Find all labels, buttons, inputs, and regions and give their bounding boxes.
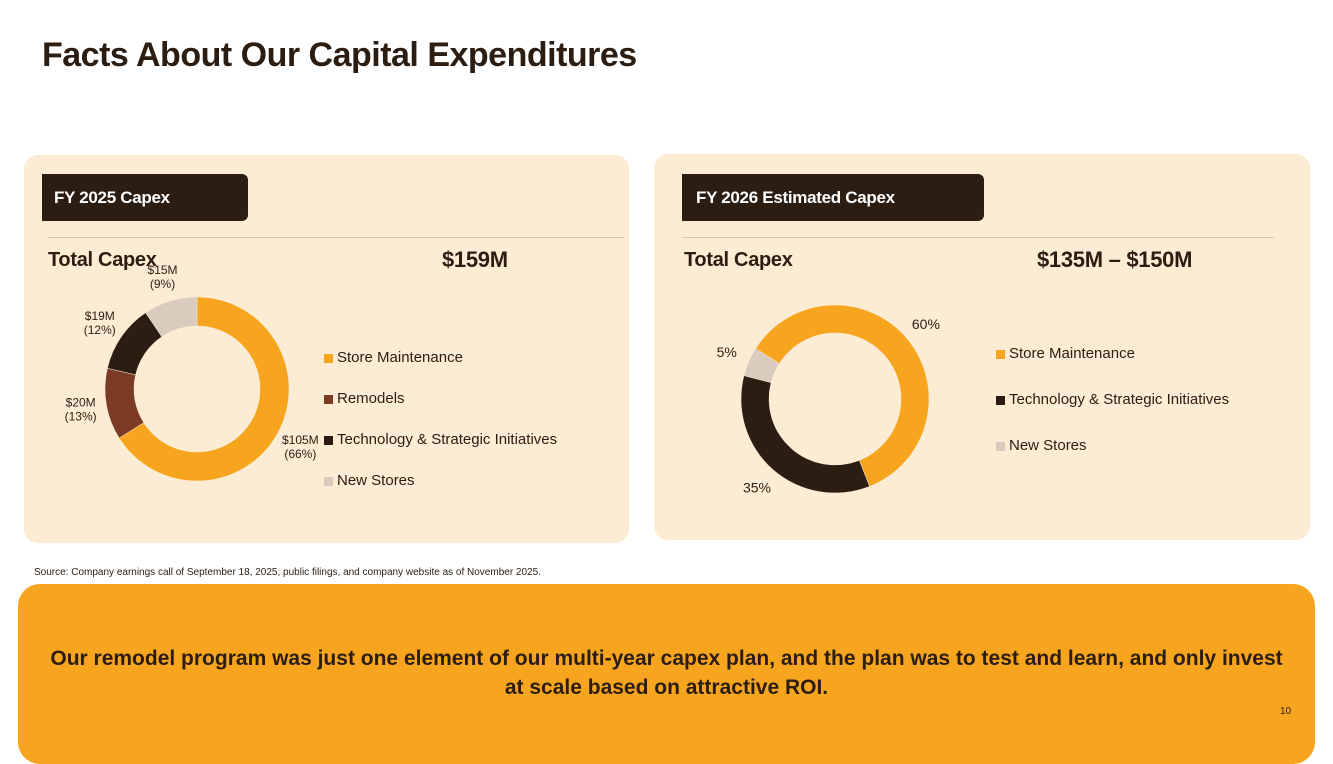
fy2026-donut-chart: 60% 35% 5%: [717, 304, 940, 496]
slice-value-label: $20M: [66, 396, 96, 410]
legend-swatch: [324, 395, 333, 404]
legend-swatch: [996, 396, 1005, 405]
key-message-banner: Our remodel program was just one element…: [18, 584, 1315, 764]
slice-percent-label: (9%): [150, 277, 175, 291]
page-title: Facts About Our Capital Expenditures: [42, 36, 637, 74]
slice-percent-label: (12%): [84, 323, 116, 337]
legend-swatch: [996, 350, 1005, 359]
slice-percent-label: (66%): [284, 447, 316, 461]
slice-value-label: $15M: [148, 263, 178, 277]
slice-percent-label: (13%): [65, 410, 97, 424]
legend-label: Store Maintenance: [1009, 345, 1135, 362]
legend-label: Store Maintenance: [337, 349, 463, 366]
donut-slice-store-maintenance: [118, 296, 290, 482]
donut-slice-technology-strategic-initiatives: [740, 375, 870, 494]
slice-value-label: $105M: [282, 433, 319, 447]
legend-label: Remodels: [337, 390, 405, 407]
page-number: 10: [1280, 706, 1292, 717]
legend-item-technology: Technology & Strategic Initiatives: [324, 431, 557, 472]
total-capex-label: Total Capex: [48, 249, 157, 271]
legend-item-new-stores: New Stores: [324, 472, 557, 513]
legend-item-store-maintenance: Store Maintenance: [996, 345, 1229, 391]
fy2026-capex-panel: FY 2026 Estimated Capex Total Capex $135…: [654, 154, 1310, 540]
donut-slice-new-stores: [743, 348, 780, 383]
banner-text: Our remodel program was just one element…: [50, 647, 1283, 699]
slice-percent-label: 35%: [743, 480, 771, 496]
fy2026-legend: Store Maintenance Technology & Strategic…: [996, 345, 1229, 483]
donut-slice-new-stores: [145, 296, 198, 338]
total-capex-value: $159M: [442, 247, 508, 272]
fy2026-tag: FY 2026 Estimated Capex: [682, 174, 984, 221]
legend-swatch: [324, 477, 333, 486]
legend-swatch: [324, 436, 333, 445]
fy2025-donut-chart: $105M(66%) $20M(13%) $19M(12%) $15M(9%): [65, 263, 319, 482]
legend-label: New Stores: [1009, 437, 1087, 454]
divider: [48, 237, 624, 238]
fy2025-legend: Store Maintenance Remodels Technology & …: [324, 349, 557, 513]
slice-percent-label: 5%: [717, 344, 737, 360]
legend-item-remodels: Remodels: [324, 390, 557, 431]
legend-label: Technology & Strategic Initiatives: [337, 431, 558, 448]
legend-item-new-stores: New Stores: [996, 437, 1229, 483]
divider: [682, 237, 1274, 238]
legend-item-technology: Technology & Strategic Initiatives: [996, 391, 1229, 437]
fy2025-tag: FY 2025 Capex: [42, 174, 248, 221]
fy2025-capex-panel: FY 2025 Capex Total Capex $159M $105M (66…: [24, 155, 629, 543]
slice-value-label: $19M: [85, 309, 115, 323]
legend-label: Technology & Strategic Initiatives: [1009, 391, 1230, 408]
donut-slice-store-maintenance: [755, 304, 930, 487]
total-capex-value: $135M – $150M: [1037, 247, 1193, 272]
legend-swatch: [324, 354, 333, 363]
total-capex-label: Total Capex: [684, 249, 793, 271]
slice-percent-label: 60%: [912, 316, 940, 332]
source-note: Source: Company earnings call of Septemb…: [34, 567, 541, 578]
legend-label: New Stores: [337, 472, 415, 489]
legend-item-store-maintenance: Store Maintenance: [324, 349, 557, 390]
legend-swatch: [996, 442, 1005, 451]
